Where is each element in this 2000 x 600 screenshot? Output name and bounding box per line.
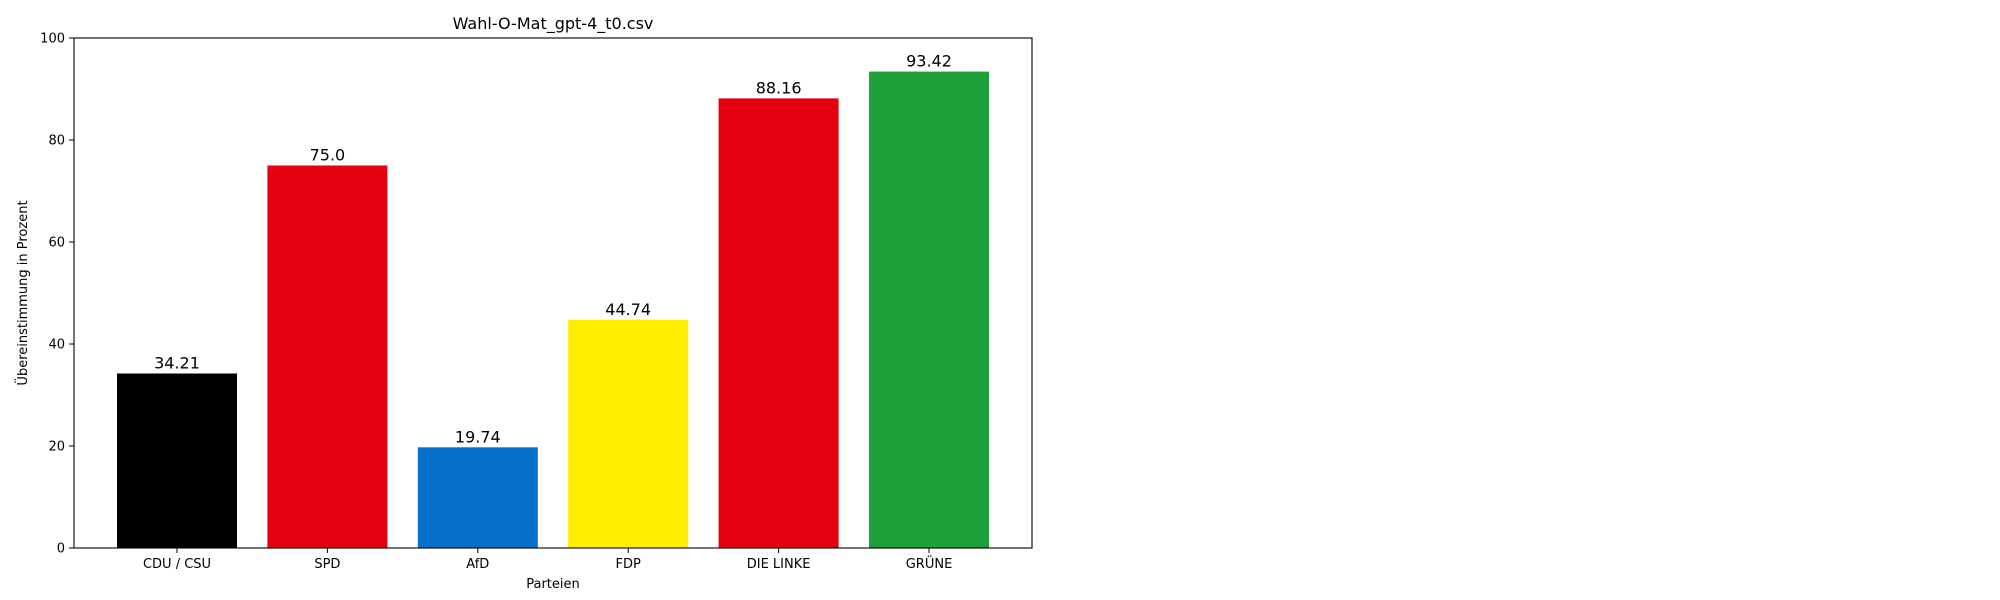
y-tick-label: 100 xyxy=(40,32,65,47)
x-axis-ticks: CDU / CSU SPD AfD FDP DIE LINKE GRÜNE xyxy=(143,548,952,572)
bar xyxy=(267,165,388,548)
bar xyxy=(869,71,989,548)
bar-value-label: 75.0 xyxy=(310,146,346,165)
bar-value-label: 93.42 xyxy=(906,52,952,71)
y-axis-label: Übereinstimmung in Prozent xyxy=(14,200,31,385)
plot-frame xyxy=(73,37,1033,549)
bar xyxy=(417,447,538,548)
x-axis-label: Parteien xyxy=(526,577,580,592)
bar-values-layer: 34.21 75.0 19.74 44.74 88.16 93.42 xyxy=(154,52,952,447)
y-axis-ticks: 0 20 40 60 80 100 xyxy=(40,32,74,557)
bars-layer xyxy=(117,71,989,549)
x-tick-label: SPD xyxy=(314,557,340,572)
x-tick-label: AfD xyxy=(466,557,489,572)
y-tick-label: 20 xyxy=(48,440,65,455)
bar-value-label: 44.74 xyxy=(605,300,651,319)
bar xyxy=(568,319,689,548)
bar-value-label: 88.16 xyxy=(756,78,802,97)
bar-value-label: 34.21 xyxy=(154,354,200,373)
x-tick-label: CDU / CSU xyxy=(143,557,211,572)
bar xyxy=(117,373,237,548)
bar-value-label: 19.74 xyxy=(455,427,501,446)
bar xyxy=(718,98,839,549)
y-tick-label: 40 xyxy=(48,338,65,353)
chart-title: Wahl-O-Mat_gpt-4_t0.csv xyxy=(453,14,654,34)
x-tick-label: GRÜNE xyxy=(906,555,953,572)
y-tick-label: 60 xyxy=(48,236,65,251)
y-tick-label: 80 xyxy=(48,134,65,149)
x-tick-label: DIE LINKE xyxy=(747,557,811,572)
y-tick-label: 0 xyxy=(57,542,65,557)
x-tick-label: FDP xyxy=(616,557,641,572)
